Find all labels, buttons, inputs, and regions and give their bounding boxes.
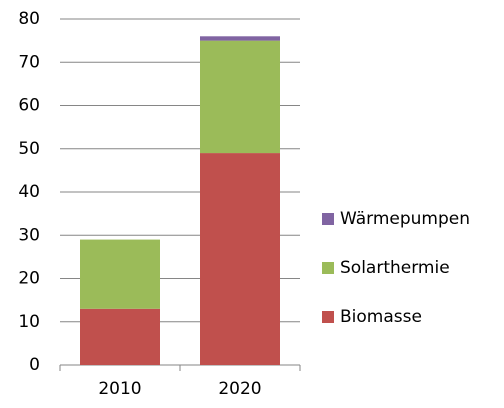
bar-segment bbox=[200, 40, 280, 154]
bar-segment bbox=[80, 308, 160, 365]
y-tick-label: 40 bbox=[18, 182, 40, 202]
y-tick-label: 60 bbox=[18, 96, 40, 116]
y-tick-label: 10 bbox=[18, 312, 40, 332]
legend-label: Solarthermie bbox=[340, 258, 450, 278]
bar-segment bbox=[80, 239, 160, 309]
bar-segment bbox=[200, 36, 280, 41]
legend-swatch bbox=[322, 213, 334, 225]
legend-swatch bbox=[322, 262, 334, 274]
y-tick-label: 50 bbox=[18, 139, 40, 159]
bar-segment bbox=[200, 153, 280, 365]
y-tick-label: 80 bbox=[18, 9, 40, 29]
y-tick-label: 0 bbox=[29, 355, 40, 375]
legend-label: Biomasse bbox=[340, 307, 422, 327]
x-tick-label: 2010 bbox=[98, 379, 141, 399]
y-tick-label: 20 bbox=[18, 269, 40, 289]
x-tick-label: 2020 bbox=[218, 379, 261, 399]
legend-swatch bbox=[322, 311, 334, 323]
y-tick-label: 30 bbox=[18, 225, 40, 245]
y-tick-label: 70 bbox=[18, 52, 40, 72]
legend-label: Wärmepumpen bbox=[340, 209, 470, 229]
